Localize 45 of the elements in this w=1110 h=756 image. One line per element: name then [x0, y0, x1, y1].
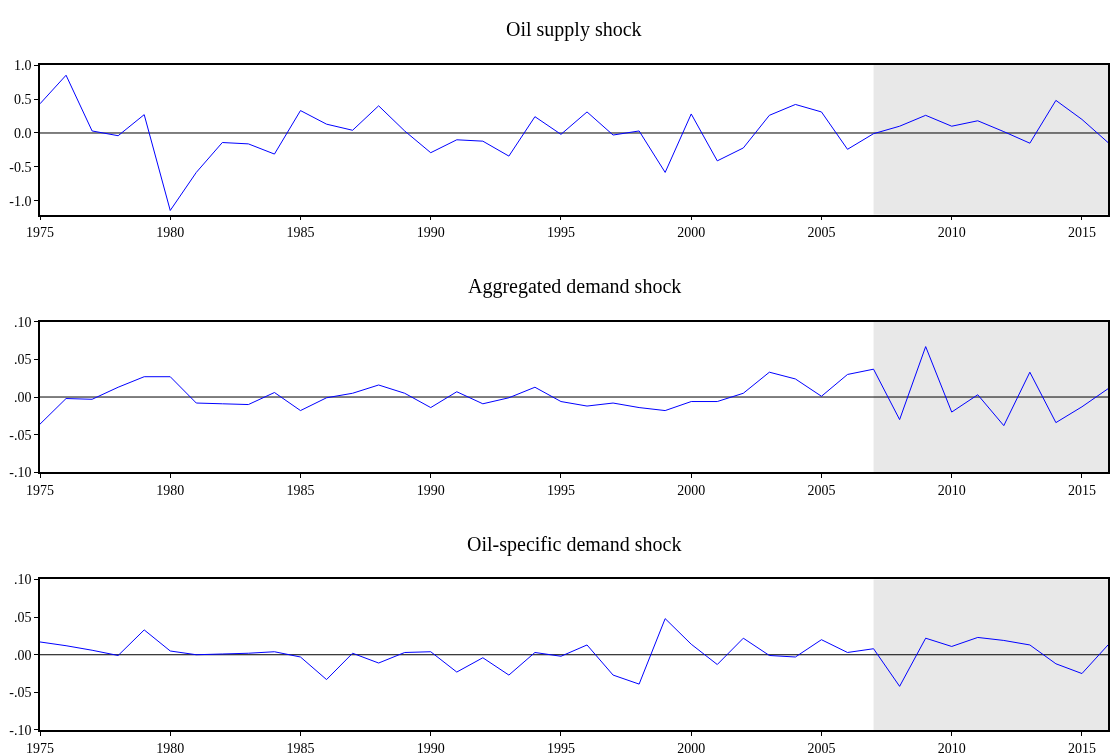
y-tick-label: .05: [13, 610, 32, 626]
x-tick-label: 1990: [416, 482, 445, 498]
y-tick-label: 1.0: [13, 57, 32, 73]
x-tick-label: 2010: [937, 482, 966, 498]
x-tick-label: 2015: [1067, 482, 1096, 498]
y-tick-label: .00: [13, 389, 32, 405]
x-tick-label: 1990: [416, 740, 445, 756]
x-tick-label: 1980: [156, 225, 185, 241]
x-tick-label: 1980: [156, 482, 185, 498]
x-tick-label: 2015: [1067, 740, 1096, 756]
x-tick-label: 1985: [286, 225, 315, 241]
x-tick-label: 1995: [546, 740, 575, 756]
x-tick-label: 2005: [807, 740, 836, 756]
y-tick-label: -.05: [9, 427, 32, 443]
y-tick-label: .05: [13, 352, 32, 368]
x-tick-label: 1985: [286, 740, 315, 756]
x-tick-label: 1975: [26, 740, 54, 756]
y-tick-label: -.10: [9, 722, 32, 738]
x-tick-label: 1995: [546, 482, 575, 498]
x-tick-label: 2000: [677, 740, 706, 756]
y-tick-label: -.05: [9, 685, 32, 701]
chart-title: Aggregated demand shock: [468, 275, 682, 298]
y-tick-label: .10: [13, 314, 32, 330]
x-tick-label: 1985: [286, 482, 315, 498]
x-tick-label: 1990: [416, 225, 445, 241]
y-tick-label: 0.5: [13, 91, 32, 107]
x-tick-label: 1995: [546, 225, 575, 241]
x-tick-label: 1975: [26, 482, 54, 498]
x-tick-label: 2015: [1067, 225, 1096, 241]
y-tick-label: .00: [13, 647, 32, 663]
x-tick-label: 1980: [156, 740, 185, 756]
x-tick-label: 2000: [677, 482, 706, 498]
y-tick-label: -1.0: [9, 193, 32, 209]
x-tick-label: 2000: [677, 225, 706, 241]
y-tick-label: -.10: [9, 465, 32, 481]
x-tick-label: 2010: [937, 225, 966, 241]
x-tick-label: 2010: [937, 740, 966, 756]
x-tick-label: 2005: [807, 482, 836, 498]
x-tick-label: 2005: [807, 225, 836, 241]
chart-title: Oil-specific demand shock: [467, 533, 682, 556]
y-tick-label: .10: [13, 572, 32, 588]
chart-title: Oil supply shock: [506, 18, 642, 41]
y-tick-label: -0.5: [9, 159, 32, 175]
x-tick-label: 1975: [26, 225, 54, 241]
y-tick-label: 0.0: [13, 125, 32, 141]
